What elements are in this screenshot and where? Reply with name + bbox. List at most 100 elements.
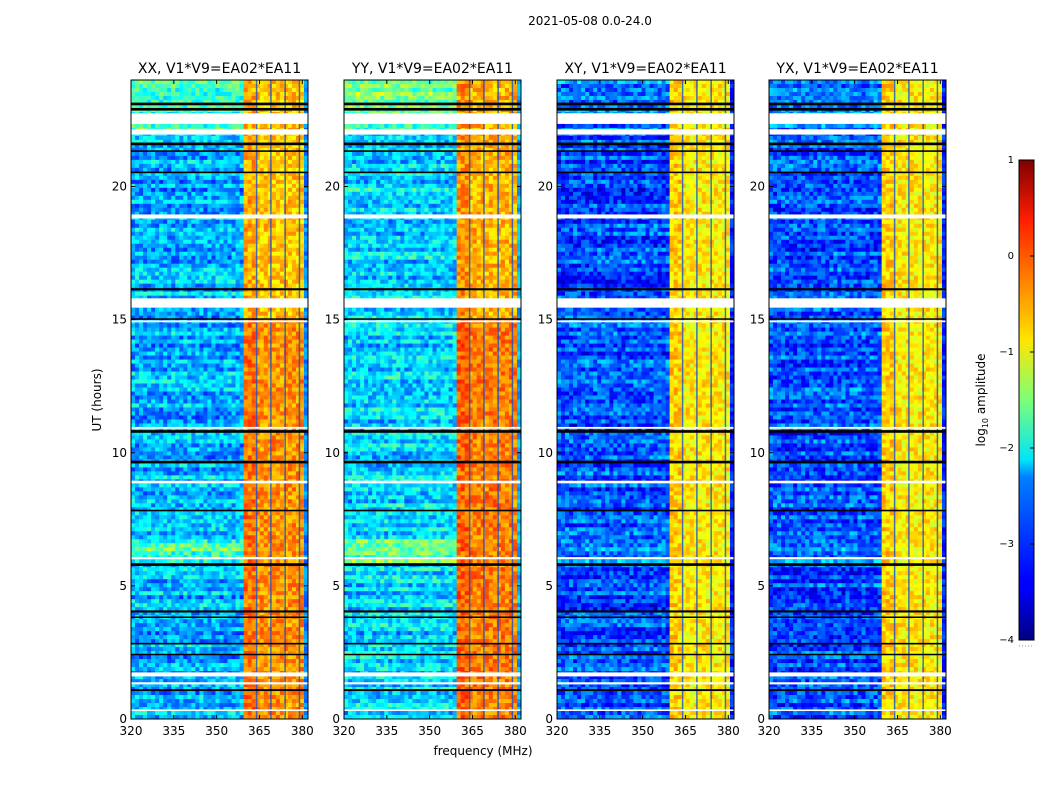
heatmap-cell bbox=[227, 231, 232, 237]
heatmap-cell bbox=[155, 379, 160, 384]
heatmap-cell bbox=[219, 231, 224, 237]
heatmap-cell bbox=[259, 343, 265, 348]
heatmap-cell bbox=[167, 147, 172, 153]
heatmap-cell bbox=[267, 483, 273, 488]
heatmap-cell bbox=[243, 155, 249, 161]
heatmap-cell bbox=[171, 415, 176, 420]
heatmap-cell bbox=[299, 291, 305, 297]
heatmap-cell bbox=[191, 439, 196, 444]
heatmap-cell bbox=[195, 375, 200, 380]
heatmap-cell bbox=[295, 519, 301, 524]
heatmap-cell bbox=[263, 435, 269, 440]
heatmap-cell bbox=[275, 239, 281, 245]
heatmap-cell bbox=[295, 139, 301, 145]
heatmap-cell bbox=[207, 351, 212, 356]
heatmap-cell bbox=[219, 135, 224, 141]
heatmap-cell bbox=[183, 331, 188, 336]
heatmap-cell bbox=[283, 443, 289, 448]
heatmap-cell bbox=[299, 423, 305, 428]
heatmap-cell bbox=[187, 275, 192, 281]
heatmap-cell bbox=[267, 291, 273, 297]
heatmap-cell bbox=[219, 211, 224, 217]
heatmap-cell bbox=[263, 523, 269, 528]
heatmap-cell bbox=[239, 163, 245, 169]
heatmap-cell bbox=[259, 87, 265, 93]
heatmap-cell bbox=[227, 403, 232, 408]
heatmap-cell bbox=[195, 307, 200, 313]
heatmap-cell bbox=[167, 139, 172, 145]
heatmap-cell bbox=[175, 335, 180, 340]
heatmap-cell bbox=[295, 167, 301, 173]
heatmap-cell bbox=[287, 407, 293, 412]
heatmap-cell bbox=[295, 171, 301, 177]
heatmap-cell bbox=[179, 227, 184, 233]
heatmap-cell bbox=[259, 475, 265, 480]
heatmap-cell bbox=[143, 279, 148, 285]
heatmap-cell bbox=[243, 371, 249, 376]
heatmap-cell bbox=[259, 259, 265, 265]
heatmap-cell bbox=[139, 519, 144, 524]
heatmap-cell bbox=[215, 447, 220, 452]
heatmap-cell bbox=[175, 323, 180, 329]
heatmap-cell bbox=[295, 143, 301, 149]
heatmap-cell bbox=[303, 483, 309, 488]
heatmap-cell bbox=[279, 223, 285, 229]
heatmap-cell bbox=[299, 135, 305, 141]
heatmap-cell bbox=[203, 295, 208, 301]
heatmap-cell bbox=[179, 363, 184, 368]
heatmap-cell bbox=[239, 267, 245, 273]
heatmap-cell bbox=[195, 207, 200, 213]
heatmap-cell bbox=[279, 267, 285, 273]
heatmap-cell bbox=[283, 371, 289, 376]
heatmap-cell bbox=[163, 223, 168, 229]
heatmap-cell bbox=[151, 471, 156, 476]
heatmap-cell bbox=[151, 527, 156, 532]
heatmap-cell bbox=[203, 467, 208, 472]
heatmap-cell bbox=[267, 195, 273, 201]
heatmap-cell bbox=[219, 179, 224, 185]
heatmap-cell bbox=[267, 511, 273, 516]
heatmap-cell bbox=[187, 87, 192, 93]
heatmap-cell bbox=[259, 103, 265, 109]
heatmap-cell bbox=[263, 139, 269, 145]
heatmap-cell bbox=[223, 167, 228, 173]
heatmap-cell bbox=[235, 387, 241, 392]
heatmap-cell bbox=[279, 103, 285, 109]
heatmap-cell bbox=[227, 435, 232, 440]
heatmap-cell bbox=[227, 295, 232, 301]
heatmap-cell bbox=[131, 503, 136, 508]
heatmap-cell bbox=[199, 507, 204, 512]
heatmap-cell bbox=[175, 471, 180, 476]
heatmap-cell bbox=[259, 243, 265, 249]
heatmap-cell bbox=[183, 359, 188, 364]
heatmap-cell bbox=[279, 135, 285, 141]
heatmap-cell bbox=[295, 279, 301, 285]
heatmap-cell bbox=[303, 207, 309, 213]
heatmap-cell bbox=[179, 271, 184, 277]
heatmap-cell bbox=[271, 311, 277, 317]
heatmap-cell bbox=[211, 423, 216, 428]
heatmap-cell bbox=[191, 87, 196, 93]
heatmap-cell bbox=[135, 163, 140, 169]
heatmap-cell bbox=[167, 367, 172, 372]
heatmap-cell bbox=[215, 251, 220, 257]
heatmap-cell bbox=[291, 103, 297, 109]
heatmap-cell bbox=[223, 255, 228, 261]
heatmap-cell bbox=[159, 147, 164, 153]
heatmap-cell bbox=[255, 259, 261, 265]
heatmap-cell bbox=[155, 495, 160, 500]
heatmap-cell bbox=[167, 99, 172, 105]
heatmap-cell bbox=[139, 419, 144, 424]
heatmap-cell bbox=[283, 499, 289, 504]
heatmap-cell bbox=[231, 271, 236, 277]
heatmap-cell bbox=[147, 467, 152, 472]
heatmap-cell bbox=[151, 359, 156, 364]
heatmap-cell bbox=[279, 467, 285, 472]
heatmap-cell bbox=[227, 179, 232, 185]
heatmap-cell bbox=[291, 395, 297, 400]
heatmap-cell bbox=[139, 80, 144, 85]
heatmap-cell bbox=[295, 527, 301, 532]
heatmap-cell bbox=[179, 167, 184, 173]
heatmap-cell bbox=[243, 323, 249, 329]
heatmap-cell bbox=[267, 219, 273, 225]
